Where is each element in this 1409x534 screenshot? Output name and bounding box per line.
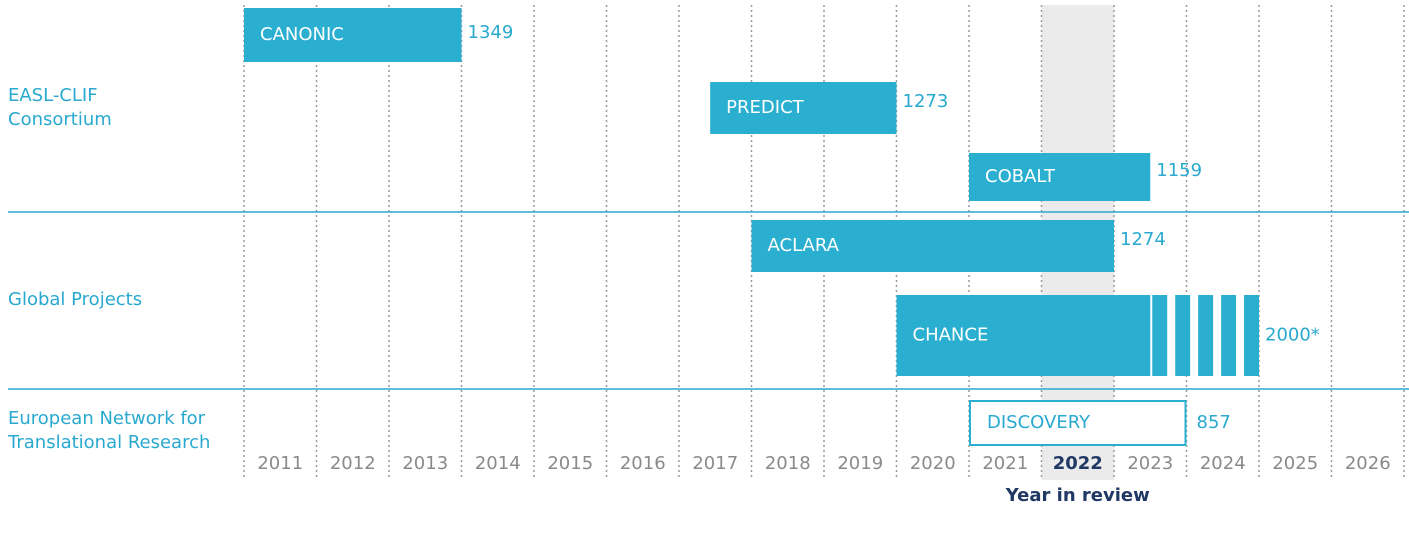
x-tick-label: 2024 — [1200, 453, 1246, 474]
x-tick-label: 2020 — [910, 453, 956, 474]
bar-label: CANONIC — [260, 24, 344, 45]
bar — [969, 400, 1187, 446]
x-tick-label: 2023 — [1127, 453, 1173, 474]
x-tick-label: 2021 — [982, 453, 1028, 474]
x-tick-label: 2013 — [402, 453, 448, 474]
bar-dash — [1152, 295, 1168, 376]
group-label: Consortium — [8, 109, 112, 130]
bar-dash — [1221, 295, 1237, 376]
x-tick-label: 2016 — [620, 453, 666, 474]
bar — [896, 295, 1151, 376]
bar-dash — [1175, 295, 1191, 376]
highlight-label: Year in review — [1005, 485, 1150, 506]
count-label: 1273 — [903, 91, 949, 112]
group-label: European Network for — [8, 408, 206, 429]
bar-label: PREDICT — [726, 97, 804, 118]
bar-dash — [1198, 295, 1214, 376]
group-label: Translational Research — [7, 432, 210, 453]
bar — [969, 153, 1151, 201]
count-label: 1349 — [468, 22, 514, 43]
bar-label: CHANCE — [913, 325, 989, 346]
count-label: 2000* — [1265, 325, 1320, 346]
bar-label: DISCOVERY — [987, 412, 1091, 433]
x-tick-label: 2017 — [692, 453, 738, 474]
x-tick-label: 2019 — [837, 453, 883, 474]
bar-label: ACLARA — [768, 235, 840, 256]
bar-dash — [1244, 295, 1259, 376]
bar — [751, 220, 1114, 272]
x-tick-label: 2015 — [547, 453, 593, 474]
x-tick-label: 2022 — [1053, 453, 1103, 474]
x-tick-label: 2025 — [1272, 453, 1318, 474]
group-label: Global Projects — [8, 289, 142, 310]
count-label: 1159 — [1156, 160, 1202, 181]
bar — [710, 82, 897, 134]
count-label: 857 — [1197, 412, 1231, 433]
x-tick-label: 2011 — [257, 453, 303, 474]
bar — [244, 8, 462, 62]
x-tick-label: 2018 — [765, 453, 811, 474]
x-tick-label: 2026 — [1345, 453, 1391, 474]
bar-label: COBALT — [985, 166, 1056, 187]
count-label: 1274 — [1120, 229, 1166, 250]
group-label: EASL-CLIF — [8, 85, 98, 106]
x-tick-label: 2014 — [475, 453, 521, 474]
x-tick-label: 2012 — [330, 453, 376, 474]
